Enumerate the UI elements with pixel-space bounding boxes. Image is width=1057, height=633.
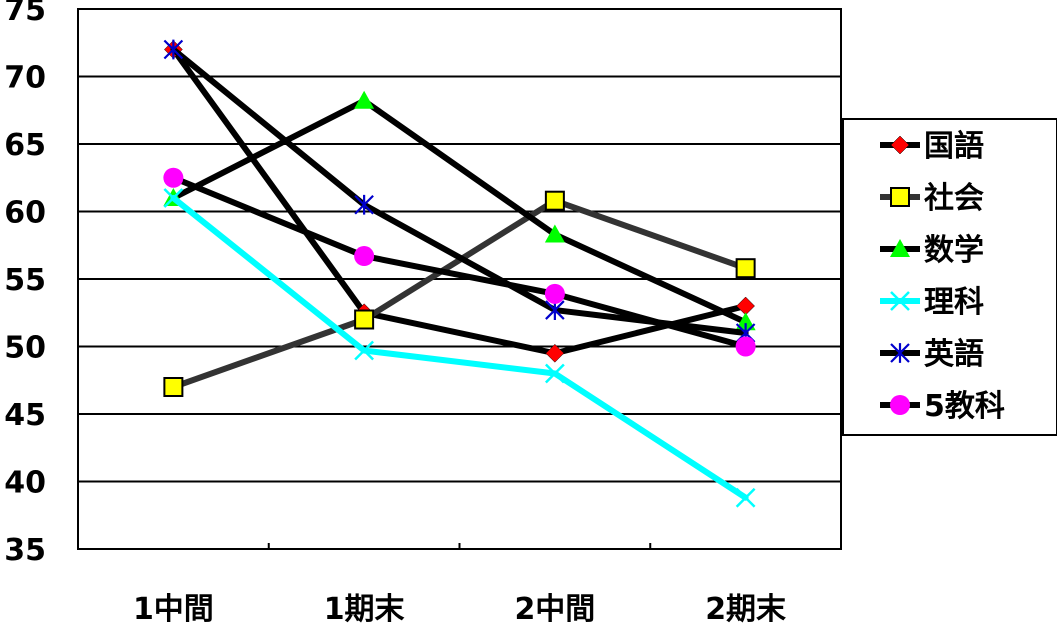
data-point <box>544 190 565 211</box>
series-5 <box>163 167 756 357</box>
legend-label: 社会 <box>924 181 984 216</box>
y-tick-label: 35 <box>4 533 46 568</box>
legend-label: 5教科 <box>924 389 1005 424</box>
x-marker <box>544 363 565 384</box>
asterisk-marker <box>163 39 184 60</box>
legend-label: 英語 <box>924 337 984 372</box>
triangle-marker <box>890 239 910 257</box>
legend-item: 5教科 <box>880 389 1005 424</box>
x-tick-label: 1中間 <box>133 592 214 627</box>
data-point <box>354 340 375 361</box>
triangle-marker <box>735 312 756 331</box>
x-axis-tick-labels: 1中間 1期末 2中間 2期末 <box>133 592 786 627</box>
legend-label: 数学 <box>924 233 984 268</box>
x-marker <box>890 291 910 311</box>
data-point <box>735 487 756 508</box>
grid-lines <box>78 75 841 483</box>
legend-label: 国語 <box>924 129 984 164</box>
legend-item: 英語 <box>880 337 984 372</box>
data-point <box>735 258 756 279</box>
y-tick-label: 60 <box>4 196 46 231</box>
legend-label: 理科 <box>924 285 984 320</box>
x-tick-label: 1期末 <box>324 592 405 627</box>
square-marker <box>735 258 756 279</box>
x-tick-label: 2期末 <box>705 592 786 627</box>
legend-item: 数学 <box>880 233 984 268</box>
data-point <box>163 39 184 60</box>
square-marker <box>354 309 375 330</box>
asterisk-marker <box>354 194 374 215</box>
series-0 <box>164 40 755 363</box>
data-point <box>163 188 184 208</box>
diamond-marker <box>890 135 910 155</box>
square-marker <box>544 190 565 211</box>
data-point <box>544 283 565 304</box>
x-tick-label: 2中間 <box>514 592 595 627</box>
x-axis-tick-marks <box>267 543 652 549</box>
y-tick-label: 55 <box>4 263 46 298</box>
series-line <box>170 195 749 501</box>
x-marker <box>354 340 375 361</box>
series-1 <box>163 190 756 397</box>
legend-item: 理科 <box>880 285 984 320</box>
diamond-marker <box>545 343 565 363</box>
y-tick-label: 45 <box>4 398 46 433</box>
triangle-marker <box>354 90 375 109</box>
y-tick-label: 50 <box>4 331 46 366</box>
circle-marker <box>544 283 565 304</box>
data-point <box>354 309 375 330</box>
data-point <box>544 224 565 243</box>
legend-item: 社会 <box>880 181 984 216</box>
data-point <box>735 336 756 357</box>
circle-marker <box>163 167 184 188</box>
y-tick-label: 65 <box>4 128 46 163</box>
data-point <box>354 246 375 267</box>
x-marker <box>735 487 756 508</box>
data-point <box>354 90 375 109</box>
square-marker <box>890 187 910 207</box>
legend-item: 国語 <box>880 129 984 164</box>
series-3 <box>163 188 756 508</box>
square-marker <box>163 377 184 397</box>
data-point <box>545 343 565 363</box>
series-line <box>170 46 749 357</box>
circle-marker <box>735 336 756 357</box>
asterisk-marker <box>890 343 910 363</box>
circle-marker <box>354 246 375 267</box>
series-line <box>170 174 749 350</box>
data-point <box>354 194 374 215</box>
series-line <box>170 46 749 336</box>
series-4 <box>163 39 756 343</box>
data-point <box>163 377 184 397</box>
series-line <box>170 97 749 326</box>
series-lines <box>163 39 756 508</box>
x-marker <box>163 188 184 208</box>
legend-box <box>842 118 1057 436</box>
data-point <box>163 167 184 188</box>
y-tick-label: 40 <box>4 466 46 501</box>
triangle-marker <box>544 224 565 243</box>
circle-marker <box>890 395 910 415</box>
data-point <box>735 312 756 331</box>
y-tick-label: 70 <box>4 61 46 96</box>
y-tick-label: 75 <box>4 0 46 28</box>
data-point <box>544 363 565 384</box>
y-axis-tick-labels: 75 70 65 60 55 50 45 40 35 <box>4 0 46 568</box>
